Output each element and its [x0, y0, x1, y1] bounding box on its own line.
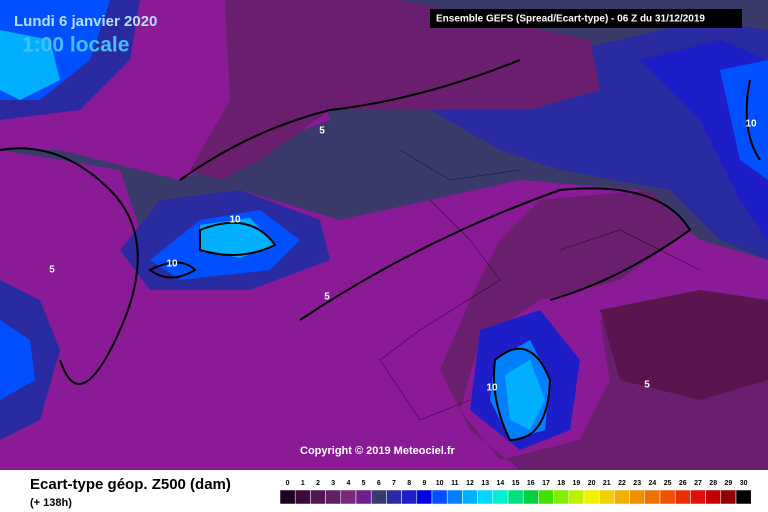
scale-label: 29: [725, 480, 733, 487]
scale-label: 14: [497, 480, 505, 487]
scale-label: 20: [588, 480, 596, 487]
scale-label: 13: [481, 480, 489, 487]
scale-swatch: [416, 489, 433, 505]
scale-label: 8: [407, 480, 411, 487]
scale-label: 22: [618, 480, 626, 487]
scale-swatch: [659, 489, 676, 505]
scale-label: 5: [362, 480, 366, 487]
scale-label: 4: [346, 480, 350, 487]
date: Lundi 6 janvier 2020: [14, 13, 157, 30]
contour-label: 10: [229, 215, 241, 226]
scale-label: 7: [392, 480, 396, 487]
scale-swatch: [325, 489, 342, 505]
scale-swatch: [538, 489, 554, 505]
scale-label: 21: [603, 480, 611, 487]
scale-label: 6: [377, 480, 381, 487]
scale-swatch: [568, 489, 585, 505]
contour-label: 10: [486, 383, 498, 394]
scale-swatch: [446, 489, 463, 505]
run-info: Ensemble GEFS (Spread/Ecart-type) - 06 Z…: [436, 14, 705, 25]
scale-swatch: [386, 489, 402, 505]
scale-swatch: [720, 489, 737, 505]
scale-label: 30: [740, 480, 748, 487]
copyright: Copyright © 2019 Meteociel.fr: [300, 445, 456, 457]
scale-swatch: [614, 489, 630, 505]
contour-label: 10: [166, 259, 178, 270]
scale-swatch: [507, 489, 524, 505]
contour-label: 10: [745, 119, 757, 130]
scale-swatch: [644, 489, 661, 505]
contour-label: 5: [49, 265, 55, 276]
scale-swatch: [462, 489, 478, 505]
scale-label: 26: [679, 480, 687, 487]
scale-label: 27: [694, 480, 702, 487]
scale-label: 11: [451, 480, 459, 487]
local-time: 1:00 locale: [22, 34, 129, 57]
scale-label: 15: [512, 480, 520, 487]
contour-label: 5: [324, 292, 330, 303]
scale-label: 23: [633, 480, 641, 487]
color-scale: 0 1 2 3 4 5 6 7 8 9 10 11 12 13 14 15 16 17 18 19 20 21 22 23 24…: [279, 480, 752, 505]
scale-label: 18: [557, 480, 565, 487]
legend-title: Ecart-type géop. Z500 (dam): [30, 476, 231, 493]
scale-swatch: [598, 489, 615, 505]
scale-swatch: [370, 489, 387, 505]
scale-label: 1: [301, 480, 305, 487]
scale-swatch: [583, 489, 600, 505]
scale-label: 12: [466, 480, 474, 487]
scale-label: 25: [664, 480, 672, 487]
scale-swatch: [690, 489, 706, 505]
scale-label: 17: [542, 480, 550, 487]
scale-label: 19: [573, 480, 581, 487]
scale-swatch: [553, 489, 570, 505]
scale-swatch: [674, 489, 691, 505]
scale-swatch: [310, 489, 326, 505]
scale-swatch: [294, 489, 311, 505]
scale-label: 2: [316, 480, 320, 487]
scale-swatch: [431, 489, 448, 505]
scale-swatch: [279, 489, 296, 505]
scale-swatch: [401, 489, 418, 505]
run-box: [430, 9, 742, 28]
scale-swatch: [477, 489, 494, 505]
scale-swatch: [705, 489, 722, 505]
map: [0, 0, 768, 470]
scale-swatch: [492, 489, 509, 505]
contour-label: 5: [319, 126, 325, 137]
scale-label: 16: [527, 480, 535, 487]
scale-swatch: [629, 489, 646, 505]
scale-swatch: [340, 489, 357, 505]
scale-label: 28: [709, 480, 717, 487]
lead-time: (+ 138h): [30, 497, 72, 509]
scale-swatch: [355, 489, 372, 505]
scale-label: 24: [649, 480, 657, 487]
scale-swatch: [522, 489, 539, 505]
scale-label: 10: [436, 480, 444, 487]
contour-label: 5: [644, 380, 650, 391]
scale-label: 3: [331, 480, 335, 487]
scale-swatch: [735, 489, 752, 505]
scale-label: 0: [286, 480, 290, 487]
scale-label: 9: [422, 480, 426, 487]
